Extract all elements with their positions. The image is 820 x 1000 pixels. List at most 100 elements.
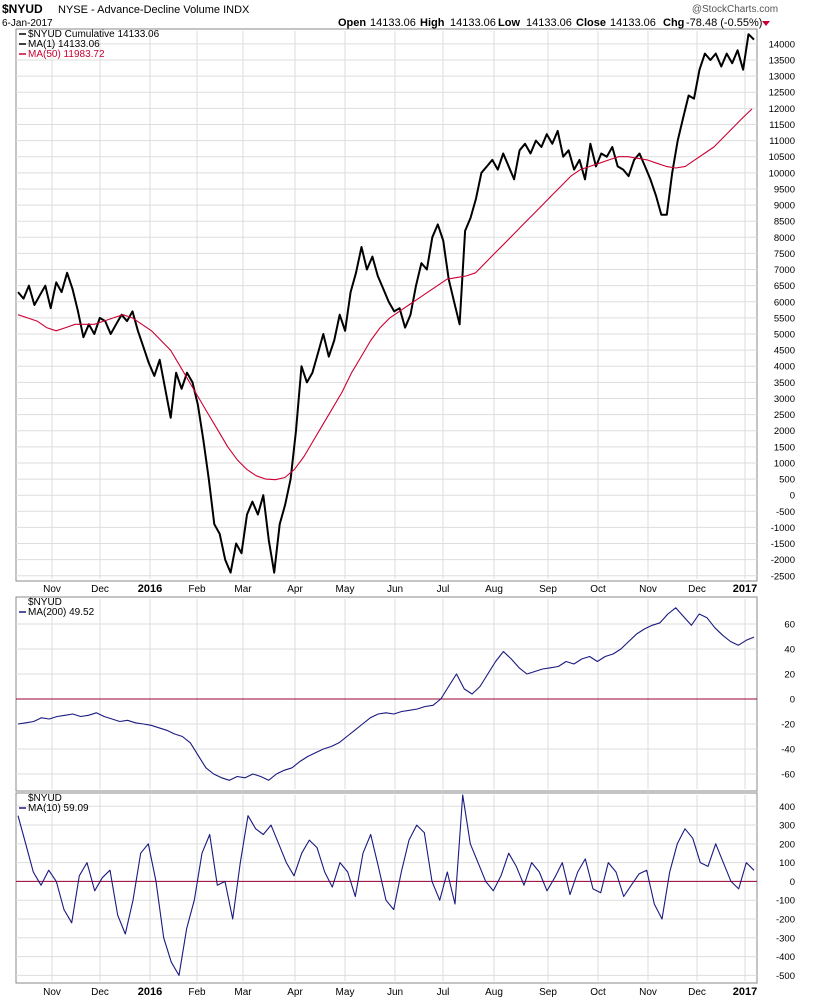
y-tick-label: 8500 bbox=[774, 217, 795, 228]
x-tick-label: May bbox=[336, 584, 355, 595]
legend-label: MA(50) 11983.72 bbox=[28, 49, 105, 60]
chart-description: NYSE - Advance-Decline Volume INDX bbox=[58, 4, 250, 16]
x-tick-label: 2016 bbox=[138, 583, 162, 595]
y-tick-label: 0 bbox=[790, 491, 795, 502]
y-tick-label: -1000 bbox=[771, 523, 795, 534]
y-tick-label: 500 bbox=[779, 475, 795, 486]
high-label: High bbox=[420, 17, 445, 29]
y-tick-label: -200 bbox=[776, 915, 795, 926]
y-tick-label: 8000 bbox=[774, 233, 795, 244]
ma200-panel-frame bbox=[15, 596, 758, 792]
x-tick-label: Nov bbox=[43, 987, 61, 998]
x-tick-label: Feb bbox=[188, 987, 206, 998]
grid-layer bbox=[16, 31, 757, 981]
series-line-ma10-0 bbox=[17, 794, 755, 976]
y-tick-label: 6500 bbox=[774, 281, 795, 292]
y-tick-label: 20 bbox=[784, 670, 795, 681]
y-tick-label: 11500 bbox=[769, 120, 795, 131]
y-tick-label: 300 bbox=[779, 821, 795, 832]
x-tick-label: Apr bbox=[287, 584, 303, 595]
y-tick-label: 0 bbox=[790, 695, 795, 706]
y-tick-label: 100 bbox=[779, 858, 795, 869]
brand-label: @StockCharts.com bbox=[692, 4, 778, 15]
chg-value: -78.48 (-0.55%) bbox=[686, 17, 762, 29]
y-tick-label: -20 bbox=[781, 720, 795, 731]
y-tick-label: -500 bbox=[776, 507, 795, 518]
y-tick-label: 14000 bbox=[769, 39, 795, 50]
x-tick-label: Aug bbox=[485, 584, 503, 595]
series-line-main-0 bbox=[17, 33, 755, 574]
main-panel-frame bbox=[15, 28, 758, 582]
date-label: 6-Jan-2017 bbox=[2, 18, 53, 29]
y-tick-label: -2500 bbox=[771, 571, 795, 582]
chg-label: Chg bbox=[663, 17, 684, 29]
low-value: 14133.06 bbox=[526, 17, 572, 29]
y-tick-label: 7500 bbox=[774, 249, 795, 260]
legend-label: $NYUD bbox=[28, 597, 62, 608]
open-value: 14133.06 bbox=[370, 17, 416, 29]
legend-label: $NYUD bbox=[28, 793, 62, 804]
x-tick-label: Dec bbox=[688, 987, 706, 998]
x-tick-label: Dec bbox=[91, 987, 109, 998]
y-tick-label: 10500 bbox=[769, 152, 795, 163]
series-layer bbox=[17, 33, 755, 976]
y-tick-label: -100 bbox=[776, 896, 795, 907]
x-tick-label: Jun bbox=[387, 987, 403, 998]
y-tick-label: 12500 bbox=[769, 88, 795, 99]
x-tick-label: Mar bbox=[234, 584, 252, 595]
legend-label: MA(10) 59.09 bbox=[28, 803, 89, 814]
y-tick-label: 5000 bbox=[774, 330, 795, 341]
y-tick-label: 13500 bbox=[769, 56, 795, 67]
y-tick-label: 60 bbox=[784, 620, 795, 631]
x-tick-label: Nov bbox=[639, 584, 657, 595]
x-tick-label: Jul bbox=[437, 584, 450, 595]
x-tick-label: Sep bbox=[539, 584, 557, 595]
y-tick-label: -40 bbox=[781, 745, 795, 756]
y-tick-label: 9000 bbox=[774, 201, 795, 212]
y-tick-label: 7000 bbox=[774, 265, 795, 276]
low-label: Low bbox=[498, 17, 520, 29]
x-tick-label: Aug bbox=[485, 987, 503, 998]
y-tick-label: 3000 bbox=[774, 394, 795, 405]
close-value: 14133.06 bbox=[610, 17, 656, 29]
chart-header: $NYUD NYSE - Advance-Decline Volume INDX… bbox=[2, 2, 778, 29]
y-tick-label: 3500 bbox=[774, 378, 795, 389]
y-tick-label: 2500 bbox=[774, 410, 795, 421]
legend-label: MA(200) 49.52 bbox=[28, 607, 95, 618]
y-tick-label: -2000 bbox=[771, 555, 795, 566]
legend-label: $NYUD Cumulative 14133.06 bbox=[28, 29, 160, 40]
open-label: Open bbox=[338, 17, 366, 29]
ticks-layer: 14000 13500 13000 12500 12000 11500 11000 10500… bbox=[43, 39, 795, 998]
y-tick-label: 10000 bbox=[769, 168, 795, 179]
x-tick-label: May bbox=[336, 987, 355, 998]
x-tick-label: Nov bbox=[43, 584, 61, 595]
y-tick-label: 1500 bbox=[774, 442, 795, 453]
y-tick-label: -60 bbox=[781, 770, 795, 781]
x-tick-label: Dec bbox=[688, 584, 706, 595]
chg-down-arrow-icon bbox=[762, 21, 770, 26]
y-tick-label: 5500 bbox=[774, 313, 795, 324]
x-tick-label: Nov bbox=[639, 987, 657, 998]
ma10-panel-frame bbox=[15, 792, 758, 984]
y-tick-label: 0 bbox=[790, 877, 795, 888]
x-tick-label: 2016 bbox=[138, 986, 162, 998]
series-line-main-1 bbox=[17, 108, 753, 481]
y-tick-label: -1500 bbox=[771, 539, 795, 550]
y-tick-label: 2000 bbox=[774, 426, 795, 437]
legend-label: MA(1) 14133.06 bbox=[28, 39, 100, 50]
close-label: Close bbox=[576, 17, 606, 29]
y-tick-label: -400 bbox=[776, 952, 795, 963]
x-tick-label: Dec bbox=[91, 584, 109, 595]
y-tick-label: 200 bbox=[779, 839, 795, 850]
y-tick-label: -300 bbox=[776, 933, 795, 944]
y-tick-label: 12000 bbox=[769, 104, 795, 115]
x-tick-label: 2017 bbox=[733, 583, 757, 595]
x-tick-label: Oct bbox=[590, 987, 606, 998]
series-line-ma200-0 bbox=[17, 607, 755, 781]
y-tick-label: -500 bbox=[776, 971, 795, 982]
x-tick-label: Feb bbox=[188, 584, 206, 595]
x-tick-label: Jun bbox=[387, 584, 403, 595]
y-tick-label: 9500 bbox=[774, 184, 795, 195]
